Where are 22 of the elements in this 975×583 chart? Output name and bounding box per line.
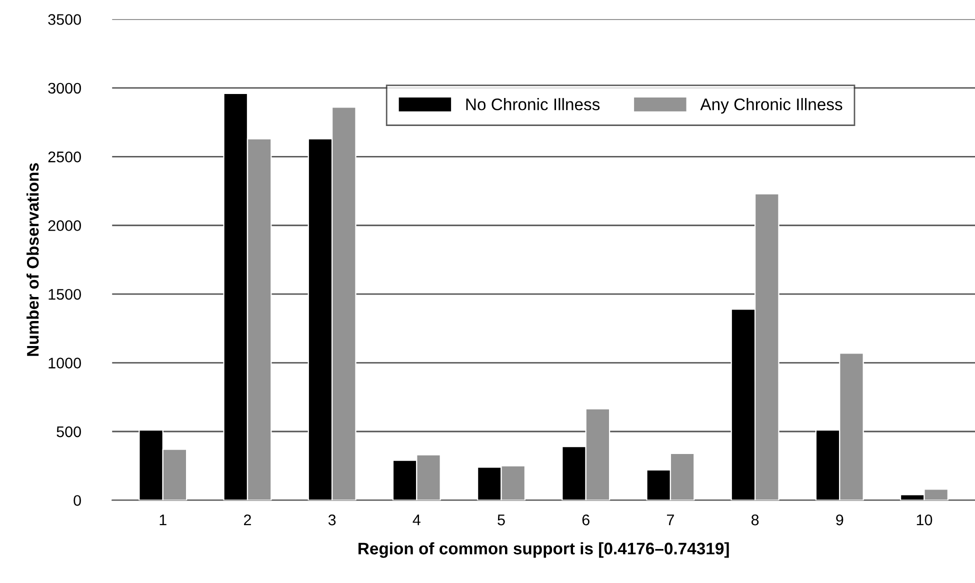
x-tick-label: 10 — [916, 514, 932, 526]
y-tick-label: 1000 — [48, 358, 81, 368]
x-tick-label: 4 — [412, 514, 420, 526]
y-tick-label: 0 — [74, 495, 81, 506]
x-tick-label: 9 — [836, 514, 844, 526]
x-tick-label: 3 — [328, 514, 336, 526]
y-axis-title: Number of Observations — [26, 163, 39, 356]
x-tick-label: 6 — [582, 514, 590, 526]
legend-label: Any Chronic Illness — [700, 98, 842, 114]
x-tick-label: 7 — [666, 514, 674, 526]
y-tick-label: 1500 — [48, 288, 81, 300]
x-tick-label: 5 — [498, 514, 505, 526]
x-axis-title: Region of common support is [0.4176–0.74319] — [358, 542, 729, 558]
y-tick-label: 2500 — [48, 152, 81, 162]
y-tick-label: 3500 — [48, 14, 81, 25]
y-tick-label: 3000 — [48, 82, 81, 94]
legend-label: No Chronic Illness — [466, 98, 600, 110]
y-tick-label: 500 — [56, 426, 81, 438]
x-tick-label: 1 — [160, 514, 166, 526]
x-tick-label: 2 — [244, 514, 251, 526]
y-tick-label: 2000 — [48, 220, 81, 232]
x-tick-label: 8 — [751, 514, 759, 526]
